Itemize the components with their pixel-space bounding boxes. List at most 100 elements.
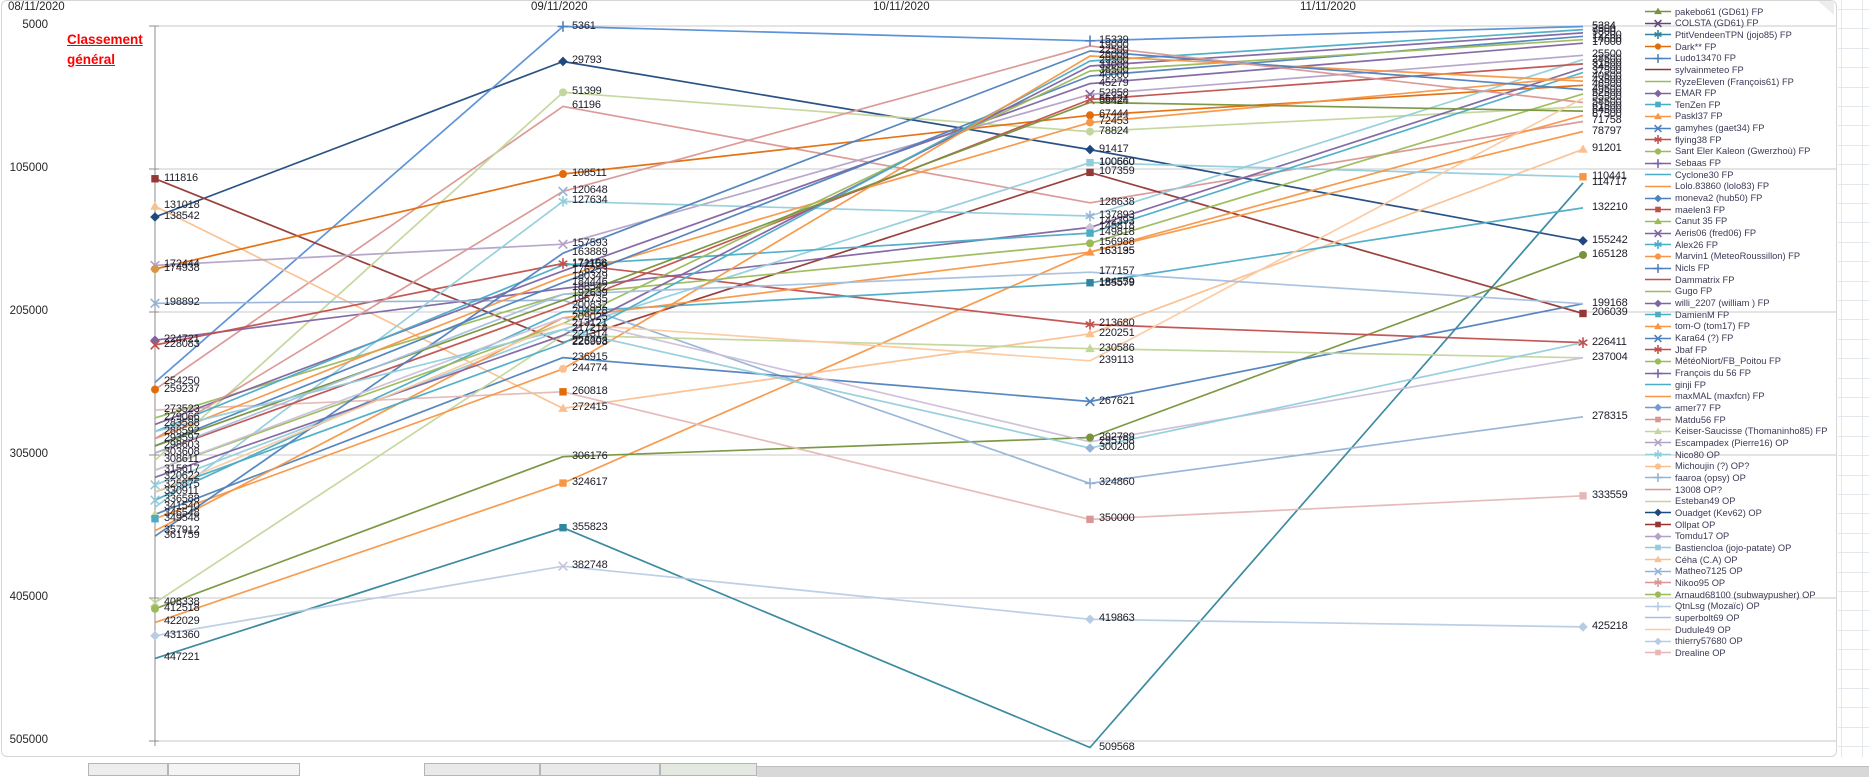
data-label: 177157 xyxy=(1099,265,1135,278)
legend-item[interactable]: Jbaf FP xyxy=(1645,344,1707,355)
legend-item[interactable]: Canut 35 FP xyxy=(1645,216,1727,227)
data-label: 163889 xyxy=(572,246,608,259)
legend-item[interactable]: Kara64 (?) FP xyxy=(1645,333,1733,344)
legend-item[interactable]: Nicls FP xyxy=(1645,263,1710,274)
worksheet-gridline xyxy=(1838,513,1869,514)
legend-item[interactable]: Ludo13470 FP xyxy=(1645,53,1736,64)
worksheet-gridline xyxy=(1838,475,1869,476)
legend-item-label: maxMAL (maxfcn) FP xyxy=(1675,391,1765,402)
legend-item[interactable]: QtnLsg (Mozaïc) OP xyxy=(1645,601,1760,612)
legend-marker-cir-icon xyxy=(1645,463,1671,470)
legend-item[interactable]: TenZen FP xyxy=(1645,99,1720,110)
legend-item[interactable]: Nico80 OP xyxy=(1645,449,1720,460)
legend-item[interactable]: ginji FP xyxy=(1645,379,1706,390)
legend-item[interactable]: Paskl37 FP xyxy=(1645,111,1723,122)
legend-item-label: gamyhes (gaet34) FP xyxy=(1675,123,1765,134)
legend-item[interactable]: Cyclone30 FP xyxy=(1645,169,1733,180)
legend-item[interactable]: Gugo FP xyxy=(1645,286,1712,297)
data-label: 320622 xyxy=(164,470,200,483)
legend-item[interactable]: Lolo.83860 (lolo83) FP xyxy=(1645,181,1769,192)
legend-item[interactable]: RyzeEleven (François61) FP xyxy=(1645,76,1794,87)
legend-item[interactable]: superbolt69 OP xyxy=(1645,612,1740,623)
legend-item-label: superbolt69 OP xyxy=(1675,612,1740,623)
legend-item[interactable]: willi_2207 (william ) FP xyxy=(1645,298,1770,309)
legend-item-label: Ollpat OP xyxy=(1675,519,1716,530)
x-axis-label: 08/11/2020 xyxy=(8,1,65,13)
legend-item-label: moneva2 (hub50) FP xyxy=(1675,193,1763,204)
legend-item[interactable]: Céha (C.A) OP xyxy=(1645,554,1738,565)
data-label: 447221 xyxy=(164,651,200,664)
legend-item[interactable]: Arnaud68100 (subwaypusher) OP xyxy=(1645,589,1816,600)
legend-item-label: Matheo7125 OP xyxy=(1675,566,1743,577)
legend-item[interactable]: COLSTA (GD61) FP xyxy=(1645,18,1759,29)
legend-item[interactable]: Marvin1 (MeteoRoussillon) FP xyxy=(1645,251,1800,262)
data-label: 230586 xyxy=(1099,341,1135,354)
x-axis-label: 09/11/2020 xyxy=(531,1,588,13)
data-label: 163135 xyxy=(1099,245,1135,258)
legend-item[interactable]: Bastiencloa (jojo-patate) OP xyxy=(1645,542,1791,553)
legend-item[interactable]: Alex26 FP xyxy=(1645,239,1718,250)
legend-item[interactable]: maxMAL (maxfcn) FP xyxy=(1645,391,1765,402)
legend-item[interactable]: EMAR FP xyxy=(1645,88,1716,99)
legend-marker-none-icon xyxy=(1645,68,1671,71)
legend-item[interactable]: Matheo7125 OP xyxy=(1645,566,1743,577)
legend-item[interactable]: Keiser-Saucisse (Thomaninho85) FP xyxy=(1645,426,1827,437)
legend-item[interactable]: Ollpat OP xyxy=(1645,519,1715,530)
data-label: 298603 xyxy=(164,438,200,451)
legend-item[interactable]: Aeris06 (fred06) FP xyxy=(1645,228,1756,239)
worksheet-gridline xyxy=(1838,630,1869,631)
legend-item[interactable]: Escampadex (Pierre16) OP xyxy=(1645,437,1789,448)
data-label: 25500 xyxy=(1592,48,1622,61)
legend-item[interactable]: PtitVendeenTPN (jojo85) FP xyxy=(1645,29,1792,40)
legend-item[interactable]: gamyhes (gaet34) FP xyxy=(1645,123,1764,134)
legend-item[interactable]: 13008 OP? xyxy=(1645,484,1722,495)
data-label: 137893 xyxy=(1099,209,1135,222)
legend-item[interactable]: thierry57680 OP xyxy=(1645,636,1743,647)
worksheet-gridline xyxy=(1838,494,1869,495)
legend-item-label: QtnLsg (Mozaïc) OP xyxy=(1675,601,1760,612)
chart-title-line1: Classement xyxy=(67,32,143,47)
worksheet-gridline xyxy=(1838,319,1869,320)
legend-item[interactable]: Tomdu17 OP xyxy=(1645,531,1729,542)
legend-item[interactable]: amer77 FP xyxy=(1645,402,1721,413)
legend-item[interactable]: MétéoNiort/FB_Poitou FP xyxy=(1645,356,1781,367)
legend-item[interactable]: Matdu56 FP xyxy=(1645,414,1726,425)
legend-item[interactable]: DamienM FP xyxy=(1645,309,1729,320)
legend-item[interactable]: Sant Eler Kaleon (Gwerzhoù) FP xyxy=(1645,146,1810,157)
legend-item[interactable]: sylvainmeteo FP xyxy=(1645,64,1744,75)
x-axis-label: 10/11/2020 xyxy=(873,1,930,13)
worksheet-gridline xyxy=(1838,688,1869,689)
legend-marker-none-icon xyxy=(1645,290,1671,293)
legend-item[interactable]: flying38 FP xyxy=(1645,134,1722,145)
data-label: 71758 xyxy=(1592,114,1622,127)
legend-marker-none-icon xyxy=(1645,278,1671,281)
data-label: 185579 xyxy=(1099,277,1135,290)
legend-item[interactable]: Dark** FP xyxy=(1645,41,1716,52)
legend-item[interactable]: Sebaas FP xyxy=(1645,158,1721,169)
legend-item[interactable]: faaroa (opsy) OP xyxy=(1645,472,1746,483)
legend-item[interactable]: maelen3 FP xyxy=(1645,204,1725,215)
legend-item-label: Dudule49 OP xyxy=(1675,624,1731,635)
legend-marker-dia-icon xyxy=(1645,637,1671,645)
data-label: 61500 xyxy=(1592,99,1622,112)
legend-item[interactable]: Michoujin (?) OP? xyxy=(1645,461,1749,472)
legend-item[interactable]: Esteban49 OP xyxy=(1645,496,1735,507)
legend-item[interactable]: Drealine OP xyxy=(1645,647,1726,658)
legend-item[interactable]: Dudule49 OP xyxy=(1645,624,1731,635)
legend-item[interactable]: moneva2 (hub50) FP xyxy=(1645,193,1762,204)
legend-item[interactable]: François du 56 FP xyxy=(1645,368,1751,379)
data-label: 15339 xyxy=(1099,33,1129,46)
data-label: 55500 xyxy=(1592,91,1622,104)
legend-marker-none-icon xyxy=(1645,616,1671,619)
legend-item-label: Canut 35 FP xyxy=(1675,216,1728,227)
data-label: 108511 xyxy=(572,167,607,180)
legend-item-label: faaroa (opsy) OP xyxy=(1675,472,1746,483)
legend-item[interactable]: Dammatrix FP xyxy=(1645,274,1734,285)
legend-item[interactable]: tom-O (tom17) FP xyxy=(1645,321,1750,332)
legend-marker-plus-icon xyxy=(1645,601,1671,611)
horizontal-scrollbar[interactable] xyxy=(757,766,1869,777)
legend-item[interactable]: Ouadget (Kev62) OP xyxy=(1645,507,1762,518)
legend-item[interactable]: pakebo61 (GD61) FP xyxy=(1645,6,1763,17)
legend-item[interactable]: Nikoo95 OP xyxy=(1645,577,1725,588)
legend-marker-none-icon xyxy=(1645,500,1671,502)
